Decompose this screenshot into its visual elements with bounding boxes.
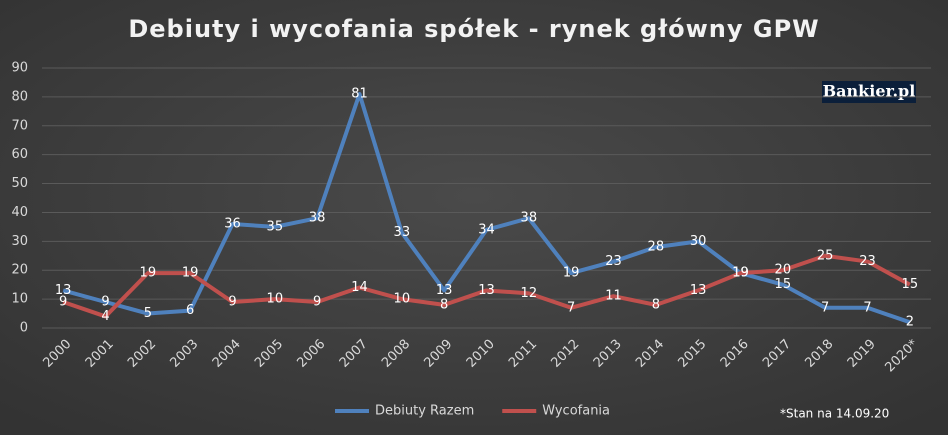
- y-tick-label: 40: [11, 205, 28, 220]
- data-label: 15: [775, 277, 792, 292]
- series-line: [62, 253, 911, 319]
- data-label: 20: [775, 263, 792, 278]
- data-label: 12: [521, 286, 538, 301]
- data-label: 9: [101, 295, 109, 310]
- data-label: 5: [144, 306, 152, 321]
- data-label: 8: [652, 297, 660, 312]
- data-label: 13: [436, 283, 453, 298]
- data-label: 19: [732, 266, 749, 281]
- logo-box: [822, 81, 916, 103]
- data-label: 8: [440, 297, 448, 312]
- y-tick-label: 70: [11, 118, 28, 133]
- data-label: 6: [186, 303, 194, 318]
- data-label: 36: [224, 217, 241, 232]
- data-label: 28: [648, 240, 665, 255]
- chart-title: Debiuty i wycofania spółek - rynek główn…: [128, 15, 819, 43]
- data-label: 7: [821, 300, 829, 315]
- y-tick-label: 80: [11, 89, 28, 104]
- data-label: 7: [567, 300, 575, 315]
- data-label: 9: [228, 295, 236, 310]
- y-tick-label: 90: [11, 61, 28, 76]
- data-label: 9: [59, 295, 67, 310]
- data-label: 19: [732, 266, 749, 281]
- data-label: 13: [690, 283, 707, 298]
- data-label: 38: [521, 211, 538, 226]
- data-label: 23: [859, 254, 876, 269]
- y-tick-label: 10: [11, 292, 28, 307]
- legend-label: Debiuty Razem: [375, 404, 474, 419]
- data-label: 4: [101, 309, 109, 324]
- y-tick-label: 20: [11, 263, 28, 278]
- data-label: 15: [902, 277, 919, 292]
- data-label: 19: [182, 266, 199, 281]
- data-label: 38: [309, 211, 326, 226]
- y-tick-label: 0: [20, 321, 28, 336]
- data-label: 25: [817, 248, 834, 263]
- data-label: 81: [351, 87, 368, 102]
- data-label: 10: [267, 292, 284, 307]
- data-label: 23: [605, 254, 622, 269]
- note: *Stan na 14.09.20: [780, 407, 889, 421]
- data-label: 19: [140, 266, 157, 281]
- data-label: 13: [478, 283, 495, 298]
- data-label: 2: [906, 315, 914, 330]
- data-label: 13: [55, 283, 72, 298]
- data-label: 10: [394, 292, 411, 307]
- data-label: 9: [313, 295, 321, 310]
- data-label: 7: [863, 300, 871, 315]
- data-label: 19: [563, 266, 580, 281]
- y-tick-label: 30: [11, 234, 28, 249]
- data-label: 30: [690, 234, 707, 249]
- data-label: 34: [478, 222, 495, 237]
- data-label: 14: [351, 280, 368, 295]
- legend-label: Wycofania: [542, 404, 610, 419]
- data-label: 11: [605, 289, 622, 304]
- y-tick-label: 60: [11, 147, 28, 162]
- y-tick-label: 50: [11, 176, 28, 191]
- logo: Bankier.pl: [823, 82, 916, 101]
- data-label: 35: [267, 219, 284, 234]
- data-label: 33: [394, 225, 411, 240]
